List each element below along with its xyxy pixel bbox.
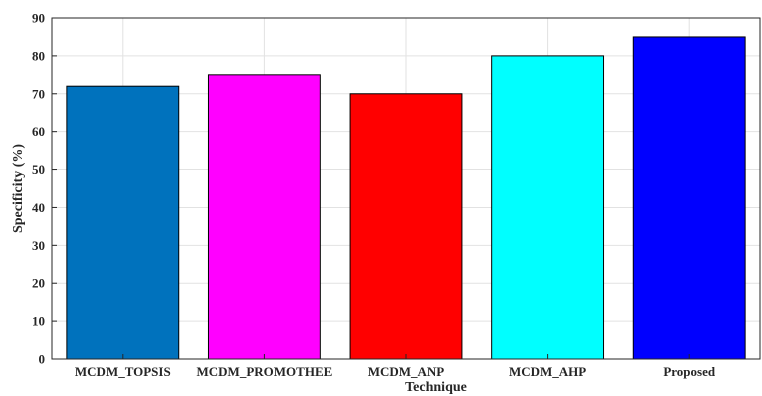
y-tick-label: 40 [32, 200, 45, 215]
bar-proposed [632, 36, 746, 360]
y-tick-label: 80 [32, 48, 45, 63]
x-tick-label: Proposed [663, 364, 716, 379]
bar-mcdm-ahp [491, 55, 605, 360]
bars [66, 36, 746, 360]
y-tick-label: 30 [32, 238, 45, 253]
y-tick-label: 0 [39, 352, 46, 367]
y-tick-label: 90 [32, 11, 45, 26]
y-tick-label: 10 [32, 314, 45, 329]
x-tick-label: MCDM_AHP [509, 364, 586, 379]
x-tick-label: MCDM_TOPSIS [75, 364, 171, 379]
y-tick-label: 50 [32, 162, 45, 177]
bar-mcdm-topsis [66, 85, 180, 360]
y-axis-ticks: 0 10 20 30 40 50 60 70 80 90 [32, 11, 57, 367]
y-tick-label: 20 [32, 276, 45, 291]
y-tick-label: 70 [32, 86, 45, 101]
y-tick-label: 60 [32, 124, 45, 139]
y-axis-title: Specificity (%) [11, 144, 26, 233]
x-axis-ticks: MCDM_TOPSIS MCDM_PROMOTHEE MCDM_ANP MCDM_AH… [75, 354, 716, 379]
bar-mcdm-promothee [207, 74, 321, 360]
x-axis-title: Technique [405, 380, 467, 395]
x-tick-label: MCDM_ANP [368, 364, 445, 379]
x-tick-label: MCDM_PROMOTHEE [197, 364, 333, 379]
bar-mcdm-anp [349, 93, 463, 360]
